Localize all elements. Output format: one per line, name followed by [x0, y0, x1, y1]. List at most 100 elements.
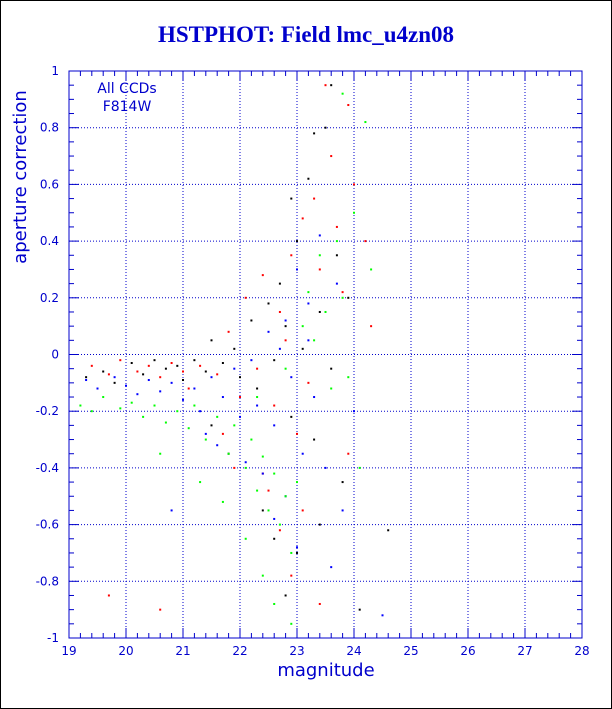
y-axis-title: aperture correction	[10, 90, 31, 264]
data-point	[335, 225, 338, 228]
data-point	[221, 396, 224, 399]
data-point	[256, 489, 259, 492]
data-point	[290, 197, 293, 200]
data-point	[256, 396, 259, 399]
data-point	[159, 608, 162, 611]
x-tick-label: 21	[175, 644, 190, 658]
data-point	[261, 574, 264, 577]
data-point	[250, 319, 253, 322]
data-point	[273, 517, 276, 520]
legend-text-filter: F814W	[103, 99, 152, 115]
data-point	[267, 302, 270, 305]
data-point	[318, 254, 321, 257]
data-points	[79, 84, 390, 625]
data-point	[318, 310, 321, 313]
data-point	[358, 466, 361, 469]
data-point	[273, 424, 276, 427]
data-point	[273, 602, 276, 605]
data-point	[147, 364, 150, 367]
data-point	[278, 282, 281, 285]
data-point	[278, 310, 281, 313]
data-point	[296, 268, 298, 271]
data-point	[353, 211, 355, 214]
data-point	[216, 444, 219, 447]
data-point	[330, 367, 333, 370]
x-tick-label: 24	[346, 644, 361, 658]
data-point	[273, 359, 276, 362]
y-tick-label: -0.6	[36, 518, 59, 532]
data-point	[182, 398, 184, 401]
data-point	[193, 404, 196, 407]
data-point	[284, 325, 287, 328]
data-point	[221, 362, 224, 365]
data-point	[307, 302, 310, 305]
data-point	[107, 373, 110, 376]
data-point	[341, 296, 344, 299]
data-point	[341, 509, 344, 512]
data-point	[313, 132, 316, 135]
data-point	[244, 461, 247, 464]
data-point	[347, 296, 350, 299]
y-tick-label: -1	[47, 631, 59, 645]
y-tick-label: -0.2	[36, 404, 59, 418]
data-point	[233, 367, 236, 370]
data-point	[307, 177, 310, 180]
data-point	[301, 325, 304, 328]
data-point	[159, 390, 162, 393]
data-point	[341, 481, 344, 484]
data-point	[142, 415, 145, 418]
data-point	[370, 325, 373, 328]
data-point	[119, 359, 122, 362]
data-point	[170, 362, 173, 365]
data-point	[284, 339, 287, 342]
data-point	[170, 381, 173, 384]
data-point	[335, 282, 338, 285]
data-point	[278, 529, 281, 532]
data-point	[261, 472, 264, 475]
data-point	[90, 410, 93, 413]
data-point	[387, 529, 390, 532]
data-point	[273, 537, 276, 540]
data-point	[250, 438, 253, 441]
chart-title: HSTPHOT: Field lmc_u4zn08	[157, 22, 455, 47]
x-tick-label: 22	[232, 644, 247, 658]
data-point	[341, 291, 344, 294]
data-point	[301, 347, 304, 350]
data-point	[358, 608, 361, 611]
data-point	[182, 370, 184, 373]
data-point	[296, 551, 298, 554]
data-point	[182, 379, 184, 382]
legend-text-ccds: All CCDs	[97, 81, 156, 97]
data-point	[364, 121, 367, 124]
data-point	[142, 373, 145, 376]
x-tick-label: 19	[61, 644, 76, 658]
data-point	[267, 330, 270, 333]
data-point	[176, 364, 179, 367]
data-point	[290, 376, 293, 379]
data-point	[290, 551, 293, 554]
data-point	[313, 339, 316, 342]
data-point	[330, 387, 333, 390]
data-point	[318, 234, 321, 237]
data-point	[221, 432, 224, 435]
data-point	[324, 126, 327, 129]
data-point	[233, 466, 236, 469]
data-point	[290, 254, 293, 257]
data-point	[159, 376, 162, 379]
data-point	[290, 574, 293, 577]
y-tick-label: 0.6	[40, 177, 59, 191]
data-point	[199, 481, 202, 484]
data-point	[153, 404, 156, 407]
data-point	[307, 291, 310, 294]
data-point	[296, 481, 298, 484]
data-point	[353, 183, 355, 186]
data-point	[136, 393, 139, 396]
data-point	[244, 466, 247, 469]
data-point	[221, 500, 224, 503]
data-point	[330, 155, 333, 158]
y-tick-label: 0.8	[40, 121, 59, 135]
data-point	[187, 387, 190, 390]
data-point	[313, 438, 316, 441]
data-point	[273, 404, 276, 407]
